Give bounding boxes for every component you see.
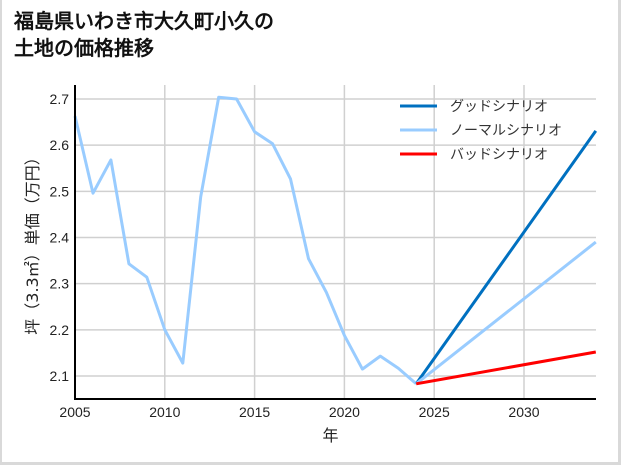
- y-tick-label: 2.7: [50, 91, 70, 107]
- x-tick-label: 2010: [149, 404, 180, 420]
- series-line: [414, 130, 598, 385]
- series-line: [415, 240, 597, 385]
- y-tick-label: 2.5: [50, 183, 70, 199]
- x-tick-label: 2030: [508, 404, 539, 420]
- legend-label: グッドシナリオ: [450, 99, 548, 115]
- legend-label: ノーマルシナリオ: [450, 123, 562, 139]
- y-tick-label: 2.3: [50, 276, 70, 292]
- title-line-1: 福島県いわき市大久町小久の: [14, 9, 274, 33]
- x-axis-label: 年: [322, 426, 338, 445]
- y-tick-label: 2.6: [50, 137, 70, 153]
- title-line-2: 土地の価格推移: [14, 36, 154, 60]
- y-tick-label: 2.1: [50, 368, 70, 384]
- legend-label: バッドシナリオ: [450, 147, 548, 163]
- x-tick-label: 2005: [59, 404, 90, 420]
- x-tick-label: 2025: [419, 404, 450, 420]
- series-line: [415, 350, 597, 386]
- y-tick-label: 2.4: [50, 230, 70, 246]
- chart-title: 福島県いわき市大久町小久の 土地の価格推移: [14, 8, 274, 62]
- series-line: [73, 95, 418, 385]
- y-tick-label: 2.2: [50, 322, 70, 338]
- x-tick-label: 2015: [239, 404, 270, 420]
- y-axis-label: 坪（3.3㎡）単価（万円）: [23, 149, 42, 334]
- x-tick-label: 2020: [329, 404, 360, 420]
